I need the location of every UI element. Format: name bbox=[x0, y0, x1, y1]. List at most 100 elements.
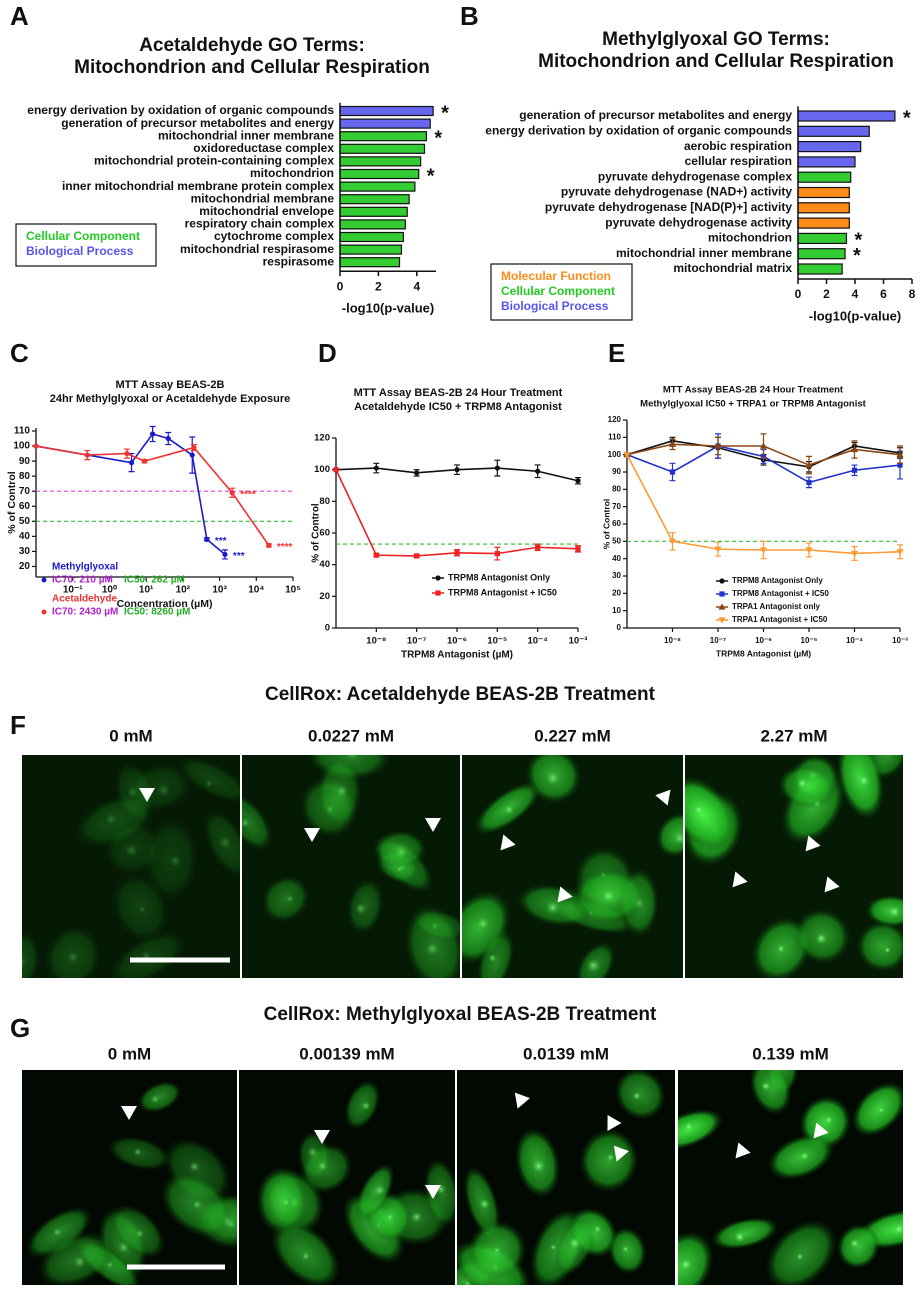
data-point bbox=[454, 550, 460, 556]
category-label: cytochrome complex bbox=[214, 229, 334, 243]
chart-title: MTT Assay BEAS-2B bbox=[115, 379, 224, 391]
nucleolus bbox=[218, 836, 232, 849]
significance-marker: * bbox=[854, 230, 862, 252]
nucleolus bbox=[888, 905, 901, 918]
legend-box bbox=[490, 263, 633, 321]
panel-letter: A bbox=[10, 1, 29, 31]
panel-letter: B bbox=[460, 1, 479, 31]
cell bbox=[177, 756, 240, 803]
data-point bbox=[718, 603, 726, 610]
arrowhead bbox=[607, 1114, 622, 1132]
bar bbox=[339, 257, 401, 268]
significance-marker: *** bbox=[215, 536, 227, 547]
nucleolus bbox=[479, 1198, 491, 1210]
nucleolus bbox=[550, 1244, 557, 1251]
y-tick-label: 100 bbox=[13, 441, 30, 452]
ic50-label: IC50: 8260 µM bbox=[124, 607, 190, 618]
x-tick-label: 10⁻⁸ bbox=[366, 636, 386, 647]
nucleolus bbox=[150, 1094, 160, 1104]
x-tick-label: 10⁻⁴ bbox=[846, 636, 863, 645]
series-line bbox=[35, 433, 226, 556]
cells bbox=[685, 755, 903, 978]
category-label: aerobic respiration bbox=[684, 139, 792, 153]
significance-marker: * bbox=[434, 127, 442, 149]
x-tick-label: 10⁻⁷ bbox=[710, 636, 726, 645]
y-tick-label: 80 bbox=[19, 471, 31, 482]
nucleolus bbox=[335, 784, 348, 797]
legend-entry: Biological Process bbox=[501, 299, 609, 313]
arrowhead bbox=[304, 828, 320, 842]
nucleolus bbox=[477, 917, 490, 930]
y-tick-label: 10 bbox=[612, 606, 621, 615]
significance-marker: * bbox=[903, 107, 911, 129]
y-tick-label: 90 bbox=[19, 456, 31, 467]
significance-marker: * bbox=[853, 245, 861, 267]
nucleolus bbox=[632, 1091, 641, 1101]
bar bbox=[797, 217, 850, 229]
x-tick-label: 6 bbox=[880, 287, 887, 301]
cell bbox=[836, 1223, 880, 1270]
bar bbox=[797, 110, 896, 122]
y-axis-label: % of Control bbox=[311, 503, 322, 563]
cells bbox=[242, 755, 460, 978]
data-point bbox=[668, 538, 677, 545]
data-point bbox=[805, 547, 813, 554]
y-tick-label: 60 bbox=[319, 528, 330, 539]
y-tick-label: 110 bbox=[14, 426, 31, 437]
bar bbox=[797, 248, 846, 260]
x-tick-label: 10⁻⁸ bbox=[664, 636, 681, 645]
nucleolus bbox=[361, 1101, 371, 1111]
x-axis-label: TRPM8 Antagonist (µM) bbox=[716, 648, 811, 658]
category-label: mitochondrial envelope bbox=[199, 204, 334, 218]
nucleolus bbox=[133, 1148, 142, 1156]
significance-marker: **** bbox=[240, 489, 256, 500]
x-tick-label: 10⁻⁴ bbox=[528, 636, 549, 647]
legend-entry: Acetaldehyde bbox=[52, 594, 117, 605]
y-tick-label: 40 bbox=[319, 559, 330, 570]
y-tick-label: 50 bbox=[612, 536, 621, 545]
nucleolus bbox=[858, 774, 870, 787]
y-tick-label: 60 bbox=[612, 519, 621, 528]
x-tick-label: 10⁵ bbox=[285, 585, 301, 596]
cell bbox=[256, 1165, 309, 1236]
arrowhead bbox=[813, 1122, 829, 1139]
data-point bbox=[896, 549, 904, 556]
bar bbox=[339, 156, 422, 167]
cell bbox=[711, 1217, 779, 1250]
x-tick-label: 0 bbox=[337, 279, 344, 293]
x-axis-label: TRPM8 Antagonist (µM) bbox=[401, 650, 513, 661]
x-tick-label: 10¹ bbox=[139, 585, 154, 596]
category-label: oxidoreductase complex bbox=[193, 141, 334, 155]
nucleolus bbox=[606, 1153, 615, 1162]
category-label: respiratory chain complex bbox=[185, 217, 335, 231]
data-point bbox=[333, 467, 339, 473]
nucleolus bbox=[67, 951, 79, 963]
data-point bbox=[718, 617, 726, 624]
legend-entry: Cellular Component bbox=[501, 284, 615, 298]
nucleolus bbox=[800, 1151, 809, 1161]
y-tick-label: 20 bbox=[19, 561, 31, 572]
panel-letter: G bbox=[10, 1013, 30, 1043]
legend-entry: TRPA1 Antagonist + IC50 bbox=[732, 615, 828, 624]
category-label: mitochondrial inner membrane bbox=[616, 246, 792, 260]
nucleolus bbox=[673, 832, 683, 845]
significance-marker: * bbox=[441, 102, 449, 124]
nucleolus bbox=[22, 956, 27, 969]
legend-entry: TRPM8 Antagonist + IC50 bbox=[448, 587, 557, 597]
data-point bbox=[851, 467, 858, 473]
image-label: 0 mM bbox=[108, 1044, 151, 1063]
data-point bbox=[373, 552, 379, 558]
bar bbox=[339, 194, 410, 205]
cells bbox=[457, 1070, 667, 1285]
nucleolus bbox=[139, 906, 146, 913]
y-tick-label: 110 bbox=[608, 432, 621, 441]
arrowhead bbox=[732, 871, 748, 888]
nucleolus bbox=[503, 804, 515, 815]
nucleolus bbox=[53, 1227, 62, 1237]
data-point bbox=[414, 553, 420, 559]
x-tick-label: 10⁴ bbox=[248, 585, 264, 596]
x-axis-label: -log10(p-value) bbox=[809, 308, 901, 323]
arrowhead bbox=[121, 1106, 137, 1120]
legend-entry: Cellular Component bbox=[26, 229, 140, 243]
y-tick-label: 80 bbox=[319, 496, 330, 507]
